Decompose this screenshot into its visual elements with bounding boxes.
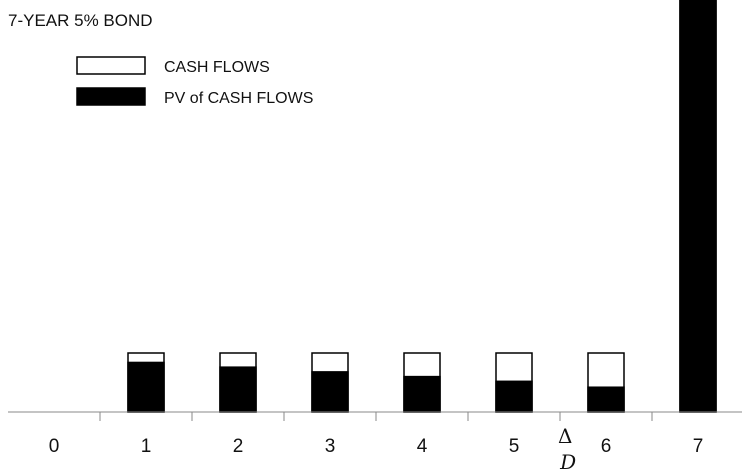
duration-delta-symbol: Δ xyxy=(558,424,572,448)
pv-bar xyxy=(495,380,533,413)
x-tick-label: 2 xyxy=(233,436,244,457)
x-tick-label: 1 xyxy=(141,436,152,457)
x-tick-label: 4 xyxy=(417,436,428,457)
x-tick-label: 3 xyxy=(325,436,336,457)
pv-bar xyxy=(219,366,257,413)
x-tick-label: 0 xyxy=(49,436,60,457)
pv-bar xyxy=(587,386,625,413)
legend: CASH FLOWS PV of CASH FLOWS xyxy=(76,56,313,107)
x-tick-label: 6 xyxy=(601,436,612,457)
legend-label-cash-flows: CASH FLOWS xyxy=(164,59,270,76)
x-axis-ticks: 0 1 2 3 4 5 6 7 xyxy=(49,412,704,457)
duration-d-label: D xyxy=(559,450,576,474)
x-tick-label: 7 xyxy=(693,436,704,457)
pv-bar xyxy=(311,371,349,413)
bars xyxy=(127,0,717,413)
legend-swatch-pv-of-cash-flows xyxy=(76,87,146,106)
x-tick-label: 5 xyxy=(509,436,520,457)
pv-bar xyxy=(403,375,441,413)
pv-bar xyxy=(127,361,165,413)
pv-bar xyxy=(679,0,717,413)
legend-swatch-cash-flows xyxy=(76,56,146,75)
legend-label-pv-of-cash-flows: PV of CASH FLOWS xyxy=(164,90,313,107)
chart-title: 7-YEAR 5% BOND xyxy=(8,11,153,30)
duration-marker: Δ D xyxy=(558,424,576,474)
